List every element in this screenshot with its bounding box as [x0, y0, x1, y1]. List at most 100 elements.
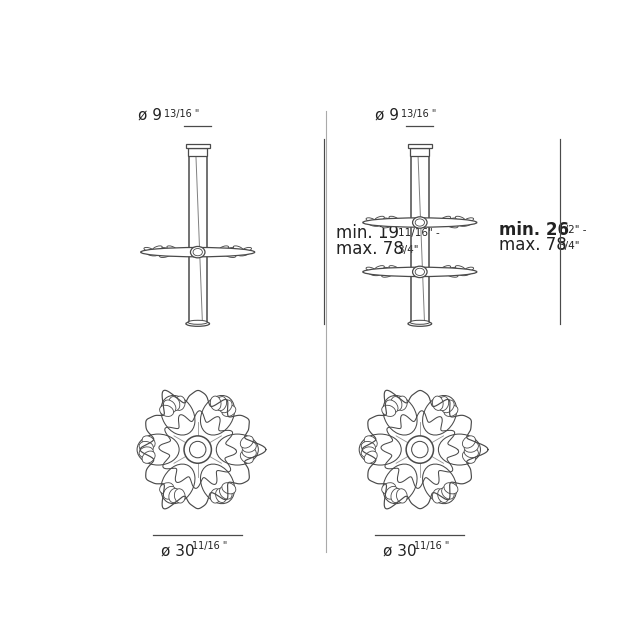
Text: 11/16 ": 11/16 " [414, 541, 449, 551]
Ellipse shape [161, 395, 195, 435]
Ellipse shape [433, 488, 443, 503]
Ellipse shape [382, 268, 401, 276]
Ellipse shape [216, 434, 258, 465]
Ellipse shape [142, 436, 155, 448]
Ellipse shape [397, 396, 407, 410]
Ellipse shape [441, 265, 451, 271]
Text: 11/16 ": 11/16 " [192, 541, 227, 551]
Ellipse shape [397, 488, 407, 503]
Ellipse shape [186, 321, 210, 326]
Ellipse shape [368, 270, 380, 276]
Ellipse shape [385, 400, 398, 413]
Ellipse shape [188, 320, 208, 324]
Circle shape [190, 442, 206, 458]
Ellipse shape [460, 270, 472, 276]
Text: 11/16" -: 11/16" - [397, 228, 439, 238]
Ellipse shape [366, 218, 375, 222]
Ellipse shape [163, 400, 176, 413]
Ellipse shape [171, 249, 183, 254]
Ellipse shape [438, 488, 449, 503]
Ellipse shape [363, 218, 477, 227]
Ellipse shape [228, 247, 242, 254]
Ellipse shape [362, 442, 376, 453]
Ellipse shape [240, 451, 253, 463]
Ellipse shape [240, 436, 253, 448]
Ellipse shape [465, 218, 474, 222]
Ellipse shape [435, 220, 447, 225]
Circle shape [406, 436, 433, 463]
Ellipse shape [210, 488, 221, 503]
Ellipse shape [201, 464, 235, 504]
Ellipse shape [224, 252, 236, 258]
Ellipse shape [160, 249, 178, 256]
Text: 13/16 ": 13/16 " [164, 109, 199, 119]
Text: max. 78: max. 78 [336, 240, 404, 258]
Text: 3/4": 3/4" [558, 240, 579, 251]
Ellipse shape [222, 483, 236, 494]
Text: 1/2" -: 1/2" - [558, 225, 587, 235]
Ellipse shape [161, 464, 195, 504]
Ellipse shape [144, 247, 153, 252]
Ellipse shape [193, 249, 203, 256]
Text: max. 78: max. 78 [499, 236, 567, 254]
Ellipse shape [174, 396, 185, 410]
Ellipse shape [444, 405, 458, 417]
Bar [185, 144, 210, 148]
Ellipse shape [381, 272, 394, 278]
Ellipse shape [160, 405, 174, 417]
Ellipse shape [446, 222, 458, 228]
Ellipse shape [153, 247, 167, 254]
Ellipse shape [381, 483, 395, 494]
Ellipse shape [220, 487, 232, 499]
Ellipse shape [422, 464, 456, 504]
Ellipse shape [366, 267, 375, 271]
Ellipse shape [163, 487, 176, 499]
Ellipse shape [465, 267, 474, 271]
Text: 13/16 ": 13/16 " [401, 109, 437, 119]
Ellipse shape [435, 269, 447, 274]
Ellipse shape [439, 219, 458, 226]
Ellipse shape [389, 216, 399, 222]
Ellipse shape [450, 267, 464, 273]
Text: min. 26: min. 26 [499, 221, 569, 239]
Ellipse shape [462, 451, 476, 463]
Ellipse shape [233, 246, 243, 251]
Ellipse shape [362, 447, 376, 458]
Text: min. 19: min. 19 [336, 224, 399, 242]
Ellipse shape [460, 221, 472, 226]
Ellipse shape [364, 436, 378, 448]
Ellipse shape [442, 487, 454, 499]
Ellipse shape [160, 483, 174, 494]
Ellipse shape [408, 321, 431, 326]
Ellipse shape [438, 397, 449, 411]
Ellipse shape [383, 395, 417, 435]
Ellipse shape [442, 400, 454, 413]
Bar [410, 148, 429, 156]
Ellipse shape [139, 447, 153, 458]
Ellipse shape [464, 442, 478, 453]
Ellipse shape [389, 265, 399, 271]
Ellipse shape [153, 246, 162, 251]
Ellipse shape [455, 216, 465, 222]
Ellipse shape [190, 246, 205, 258]
Ellipse shape [215, 488, 227, 503]
Ellipse shape [242, 447, 256, 458]
Ellipse shape [410, 320, 429, 324]
Circle shape [184, 436, 212, 463]
Ellipse shape [220, 400, 232, 413]
Ellipse shape [212, 249, 224, 254]
Ellipse shape [450, 218, 464, 224]
Ellipse shape [210, 396, 221, 410]
Ellipse shape [455, 265, 465, 271]
Ellipse shape [462, 436, 476, 448]
Ellipse shape [374, 216, 385, 222]
Ellipse shape [374, 265, 385, 271]
Ellipse shape [433, 396, 443, 410]
Circle shape [412, 442, 428, 458]
Ellipse shape [169, 397, 180, 411]
Bar [408, 144, 432, 148]
Ellipse shape [422, 395, 456, 435]
Bar [188, 148, 207, 156]
Ellipse shape [385, 487, 398, 499]
Ellipse shape [219, 246, 229, 251]
